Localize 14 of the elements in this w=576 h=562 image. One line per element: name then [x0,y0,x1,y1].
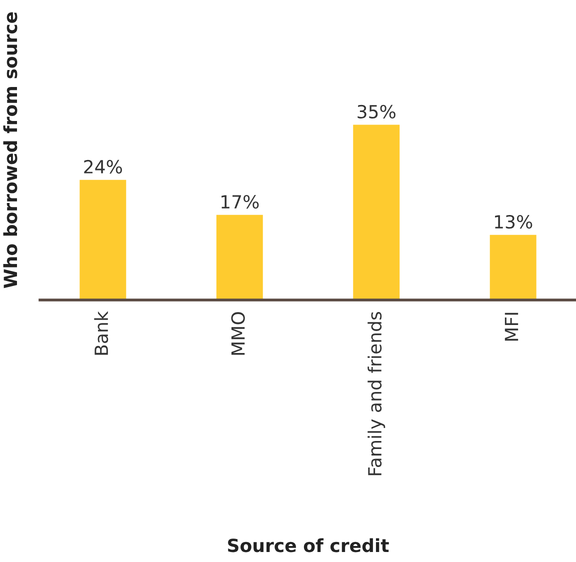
bar [353,124,400,300]
bar [216,214,263,300]
data-label: 24% [84,160,122,174]
x-tick-label: MFI [504,312,518,341]
data-label: 13% [495,214,532,229]
bar [490,234,536,300]
data-label: 17% [222,194,259,209]
data-label: 35% [358,104,396,118]
x-tick-label: MMO [231,312,245,355]
x-tick-label: Family and friends [368,312,386,476]
bar [80,180,126,300]
x-axis-title: Source of credit [228,538,389,552]
x-tick-label: Bank [94,311,108,355]
y-axis-title: Who borrowed from source [3,12,18,288]
